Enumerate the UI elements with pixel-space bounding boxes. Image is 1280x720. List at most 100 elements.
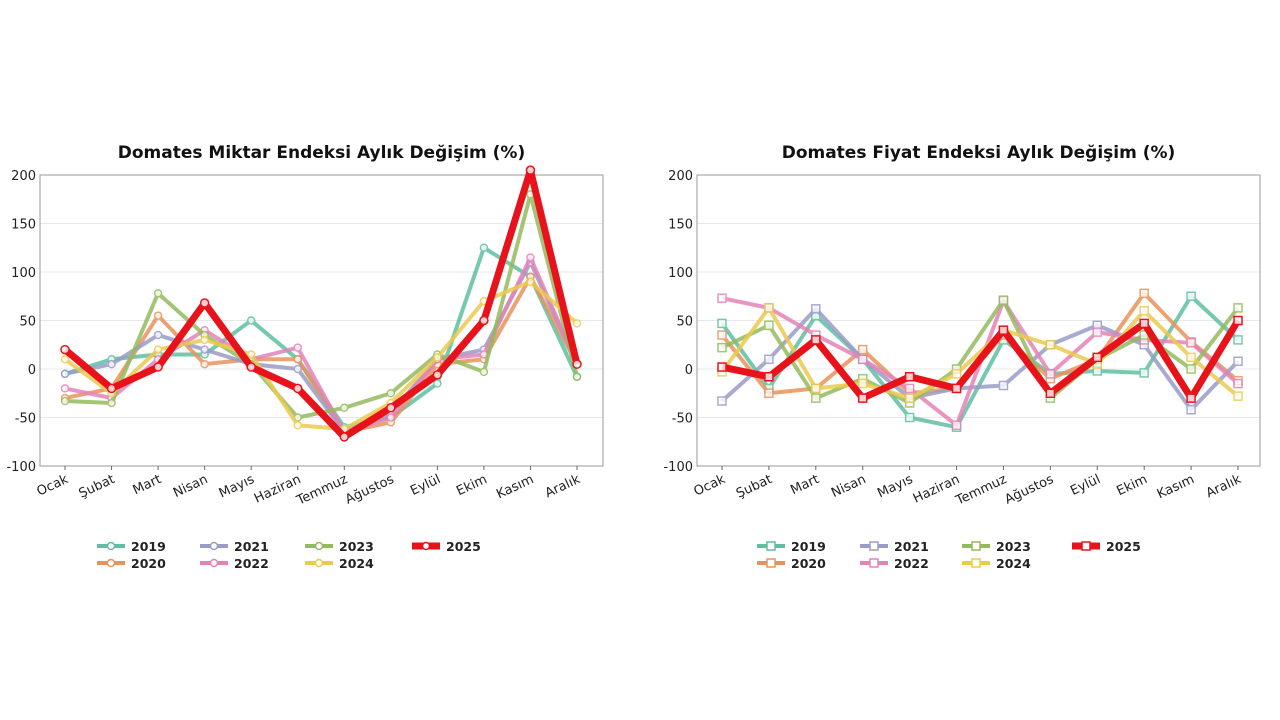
legend-label: 2024 [996,556,1031,571]
data-point [857,378,868,389]
y-tick-label: -50 [15,412,36,427]
legend-label: 2025 [446,539,481,554]
data-point [246,316,256,325]
data-point [433,379,442,388]
data-point [479,315,489,326]
data-point [904,372,915,382]
y-tick-label: 50 [676,315,693,330]
x-tick-label: Şubat [77,472,118,502]
x-tick-label: Eylül [408,472,443,499]
data-point [764,388,774,398]
legend-label: 2022 [894,556,929,571]
legend-item-2022: 2022 [200,556,269,571]
y-tick-label: 200 [11,169,36,184]
data-point [572,359,582,369]
data-point [904,393,915,403]
y-tick-label: 100 [11,266,36,281]
legend-label: 2021 [894,539,929,554]
data-point [717,362,727,372]
data-point [1186,291,1196,301]
legend-item-2020: 2020 [757,556,826,571]
data-point [811,304,821,314]
data-point [339,432,350,442]
data-point [764,354,774,365]
data-point [1092,352,1103,363]
data-point [199,298,210,308]
x-tick-label: Ocak [35,472,72,500]
y-tick-label: 150 [668,218,693,233]
data-point [1233,335,1243,345]
data-point [60,396,70,406]
data-point [153,330,163,340]
x-tick-label: Haziran [911,472,962,507]
data-point [764,303,774,313]
data-point [293,421,302,430]
series-line [64,192,579,420]
series-line [721,318,1241,402]
data-point [1139,306,1149,316]
data-point [293,343,302,352]
legend-item-2024: 2024 [962,556,1031,571]
data-point [60,344,70,355]
data-point [1045,340,1056,350]
data-point [1186,393,1196,403]
data-point [153,289,163,298]
x-tick-label: Ağustos [343,472,397,508]
series-line [64,260,579,435]
data-point [153,311,163,320]
data-point [246,362,256,372]
data-point [998,325,1009,335]
data-point [717,330,727,340]
data-point [811,383,821,394]
x-tick-label: Ekim [454,472,489,499]
x-tick-label: Mayıs [875,472,915,501]
data-point [951,383,962,394]
x-tick-label: Ekim [1115,472,1150,499]
x-tick-label: Eylül [1068,472,1103,499]
data-point [811,393,821,403]
data-point [1186,338,1196,348]
data-point [717,342,727,353]
plot-frame [696,174,1261,467]
data-point [479,367,489,377]
y-tick-label: 200 [668,169,693,184]
legend-label: 2023 [996,539,1031,554]
data-point [1233,315,1243,326]
data-point [107,398,116,408]
y-tick-label: -100 [6,460,36,475]
y-tick-label: 150 [11,218,36,233]
series-line [62,166,581,441]
data-point [857,354,868,365]
data-point [1233,378,1243,389]
data-point [1233,303,1243,313]
data-point [1186,352,1196,363]
data-point [293,364,302,374]
chart-1: Domates Miktar Endeksi Aylık Değişim (%)… [6,143,604,571]
series-2025 [60,165,582,442]
data-point [526,253,535,262]
y-tick-label: -100 [663,460,693,475]
data-point [717,318,727,329]
data-point [572,372,582,382]
data-point [200,345,209,354]
legend-label: 2020 [131,556,166,571]
legend-item-2023: 2023 [305,539,374,554]
data-point [998,295,1009,305]
x-tick-label: Nisan [171,472,210,501]
data-point [107,359,116,369]
data-point [904,412,915,423]
legend-item-2022: 2022 [860,556,929,571]
x-tick-label: Aralık [543,472,583,501]
data-point [717,293,727,303]
x-tick-label: Ağustos [1003,472,1057,508]
y-tick-label: 50 [19,315,36,330]
y-tick-label: 0 [28,363,36,378]
y-tick-label: 0 [685,363,693,378]
chart-title: Domates Fiyat Endeksi Aylık Değişim (%) [782,143,1176,163]
data-point [1233,356,1243,366]
data-point [904,383,915,394]
data-point [1186,404,1196,415]
x-tick-label: Temmuz [953,472,1009,509]
x-tick-label: Aralık [1204,472,1244,501]
data-point [1139,318,1149,329]
